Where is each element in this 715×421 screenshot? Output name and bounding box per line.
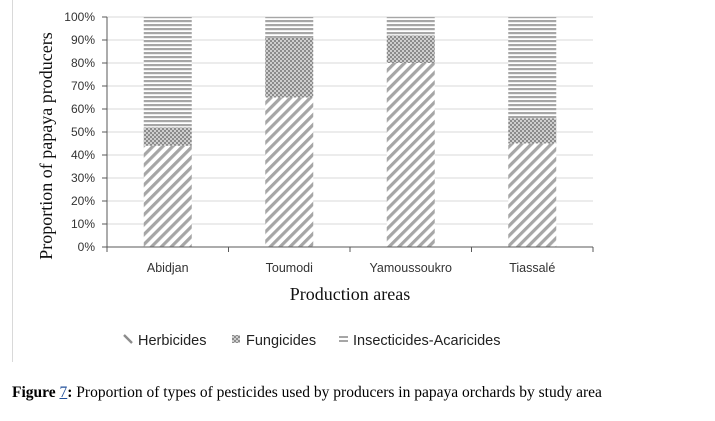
- bar-segment-herbicides: [143, 145, 192, 247]
- bar-segment-insecticides-acaricides: [143, 17, 192, 128]
- bar-segment-insecticides-acaricides: [508, 17, 557, 119]
- caption-text: Proportion of types of pesticides used b…: [72, 384, 602, 401]
- bars: [143, 17, 557, 247]
- legend-item-herbicides: Herbicides: [123, 333, 207, 349]
- legend-swatch: [123, 334, 133, 344]
- bar-segment-fungicides: [143, 127, 192, 146]
- x-category-label: Tiassalé: [509, 261, 555, 275]
- caption-lead: Figure: [12, 384, 56, 401]
- bar-segment-fungicides: [265, 37, 314, 98]
- x-category-labels: Abidjan Toumodi Yamoussoukro Tiassalé: [147, 261, 555, 275]
- left-border: [12, 0, 13, 362]
- x-axis-label: Production areas: [290, 284, 410, 304]
- y-tick-label: 50%: [71, 125, 95, 139]
- legend-swatch: [232, 335, 240, 343]
- bar-segment-insecticides-acaricides: [265, 17, 314, 38]
- axes: [102, 16, 594, 252]
- legend-item-fungicides: Fungicides: [232, 333, 316, 349]
- y-tick-label: 20%: [71, 194, 95, 208]
- legend-label: Fungicides: [246, 333, 316, 349]
- bar-segment-fungicides: [508, 118, 557, 144]
- legend-label: Herbicides: [138, 333, 207, 349]
- caption-figure-number[interactable]: 7: [59, 384, 68, 401]
- x-category-label: Yamoussoukro: [370, 261, 452, 275]
- bar-segment-herbicides: [265, 97, 314, 247]
- figure-caption: Figure 7: Proportion of types of pestici…: [12, 384, 602, 402]
- legend-label: Insecticides-Acaricides: [353, 333, 500, 349]
- y-tick-label: 10%: [71, 217, 95, 231]
- legend-swatch: [339, 336, 348, 338]
- bar-segment-herbicides: [386, 63, 435, 247]
- caption-separator: :: [67, 384, 73, 401]
- legend-swatch: [339, 340, 348, 342]
- bar-segment-insecticides-acaricides: [386, 17, 435, 36]
- y-tick-label: 90%: [71, 33, 95, 47]
- x-category-label: Abidjan: [147, 261, 189, 275]
- y-tick-labels: 0% 10% 20% 30% 40% 50% 60% 70% 80% 90% 100%: [64, 10, 95, 254]
- y-tick-label: 40%: [71, 148, 95, 162]
- y-tick-label: 80%: [71, 56, 95, 70]
- legend: Herbicides Fungicides Insecticides-Acarici…: [123, 333, 500, 349]
- y-tick-label: 0%: [78, 240, 96, 254]
- x-category-label: Toumodi: [266, 261, 313, 275]
- legend-item-insecticides-acaricides: Insecticides-Acaricides: [339, 333, 500, 349]
- y-tick-label: 70%: [71, 79, 95, 93]
- bar-segment-fungicides: [386, 35, 435, 63]
- bar-segment-herbicides: [508, 143, 557, 247]
- y-tick-label: 60%: [71, 102, 95, 116]
- y-tick-label: 30%: [71, 171, 95, 185]
- stacked-bar-chart: 0% 10% 20% 30% 40% 50% 60% 70% 80% 90% 100% Abidja…: [36, 10, 594, 349]
- y-tick-label: 100%: [64, 10, 95, 24]
- y-axis-label: Proportion of papaya producers: [36, 32, 56, 259]
